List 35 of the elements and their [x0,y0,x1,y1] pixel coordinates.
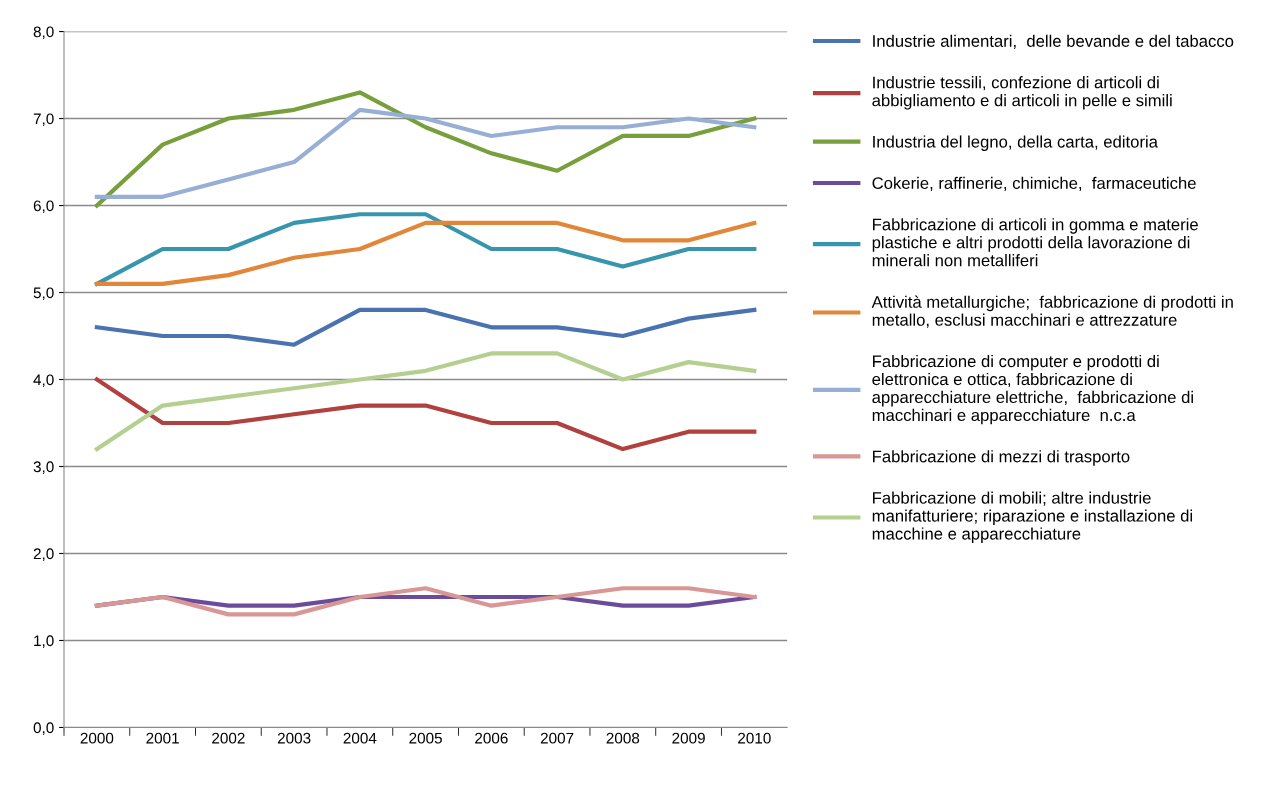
legend-label: Fabbricazione di mobili; altre industrie manifatturiere; riparazione e installazione di macchine e apparecchiature [872,491,1193,543]
legend-label: Industrie tessili, confezione di articoli di abbigliamento e di articoli in pelle e simili [872,76,1172,110]
x-tick-label: 2007 [540,732,574,744]
x-tick-label: 2002 [212,732,245,744]
line-series [94,307,757,347]
legend-label: Fabbricazione di computer e prodotti di elettronica e ottica, fabbricazione di apparecchiature elettriche, fabbricazione di macchinari e apparecchiature n.c.a [872,354,1193,425]
legend-label: Cokerie, raffinerie, chimiche, farmaceutiche [872,176,1196,191]
y-tick-label: 3,0 [33,461,54,474]
line-series [94,377,757,452]
line-series [94,107,757,199]
y-tick-label: 6,0 [33,200,54,214]
x-tick-label: 2009 [672,732,705,744]
line-series [94,586,757,617]
y-tick-label: 0,0 [33,722,54,735]
legend-label: Industria del legno, della carta, editoria [873,135,1158,151]
x-tick-label: 2005 [409,732,442,744]
x-tick-label: 2008 [606,732,640,744]
x-tick-label: 2010 [738,732,771,744]
line-series [94,351,757,452]
x-tick-label: 2003 [277,732,311,744]
y-tick-label: 8,0 [33,26,54,40]
x-tick-label: 2006 [475,732,508,744]
y-tick-label: 2,0 [33,548,54,561]
legend-label: Attività metallurgiche; fabbricazione di prodotti in metallo, esclusi macchinari e attrezzature [871,295,1233,328]
y-tick-label: 4,0 [33,374,54,387]
y-tick-label: 1,0 [34,635,54,648]
line-series [94,90,757,208]
y-tick-label: 5,0 [33,287,54,301]
x-tick-label: 2001 [146,732,179,744]
legend-label: Fabbricazione di articoli in gomma e materie plastiche e altri prodotti della lavorazione di minerali non metalliferi [872,218,1198,267]
x-tick-label: 2004 [343,732,377,744]
legend-label: Industrie alimentari, delle bevande e del tabacco [873,34,1234,49]
legend-label: Fabbricazione di mezzi di trasporto [873,450,1130,466]
x-tick-label: 2000 [80,732,114,744]
y-tick-label: 7,0 [33,113,54,127]
